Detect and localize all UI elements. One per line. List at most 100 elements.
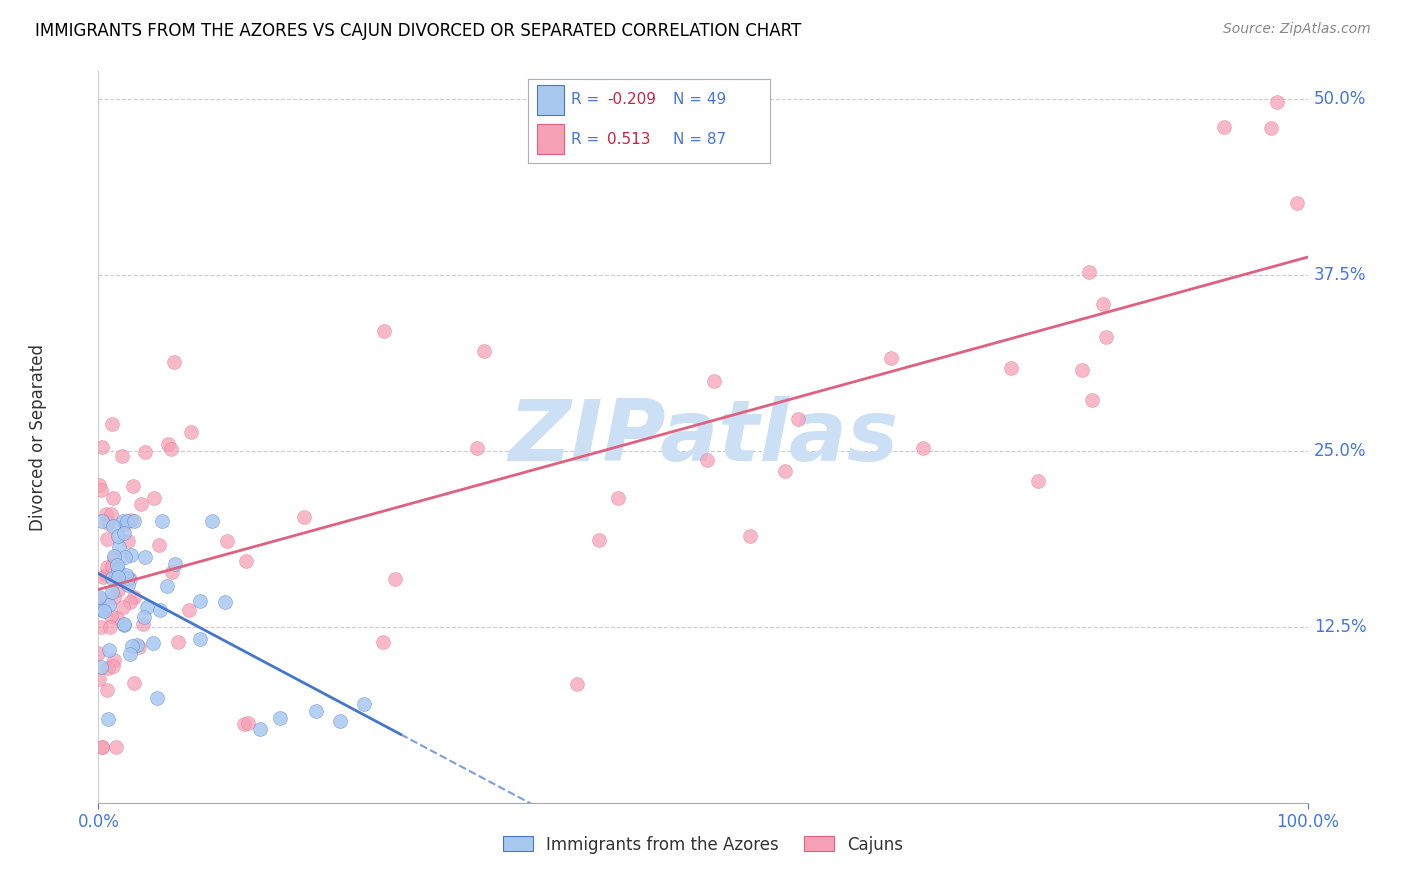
Point (134, 445, 156, 459)
Text: 37.5%: 37.5% (1313, 267, 1367, 285)
Point (96, 533, 118, 547)
Point (148, 538, 170, 552)
Point (97, 516, 120, 530)
Point (117, 571, 139, 585)
Point (89, 600, 111, 615)
Point (98, 643, 121, 657)
Point (120, 548, 142, 562)
Point (107, 570, 129, 584)
Point (134, 549, 156, 564)
Point (1081, 393, 1104, 408)
Point (114, 517, 136, 532)
Point (131, 616, 153, 631)
Point (152, 515, 174, 529)
Point (87, 647, 110, 661)
Point (100, 507, 122, 521)
Text: IMMIGRANTS FROM THE AZORES VS CAJUN DIVORCED OR SEPARATED CORRELATION CHART: IMMIGRANTS FROM THE AZORES VS CAJUN DIVO… (35, 22, 801, 40)
Point (96, 560, 118, 574)
Point (94, 567, 117, 582)
Point (787, 412, 810, 426)
Point (160, 442, 183, 456)
Point (1260, 120, 1282, 135)
Point (773, 464, 796, 478)
Point (103, 653, 125, 667)
Point (101, 659, 124, 673)
Point (738, 529, 761, 543)
Point (1285, 196, 1308, 211)
Point (90, 660, 112, 674)
Point (112, 617, 135, 632)
Point (101, 585, 124, 599)
Point (111, 449, 134, 463)
Point (103, 549, 125, 563)
Point (167, 635, 190, 649)
Legend: Immigrants from the Azores, Cajuns: Immigrants from the Azores, Cajuns (496, 829, 910, 860)
Point (238, 716, 260, 731)
Point (606, 491, 628, 505)
Point (353, 698, 375, 712)
Text: Source: ZipAtlas.com: Source: ZipAtlas.com (1223, 22, 1371, 37)
Point (103, 551, 125, 566)
Point (97, 599, 120, 613)
Point (269, 711, 291, 725)
Point (292, 510, 315, 524)
Point (249, 722, 271, 736)
Point (105, 610, 128, 624)
Point (305, 705, 328, 719)
Point (165, 557, 187, 571)
Point (100, 609, 122, 624)
Point (117, 533, 139, 548)
Point (105, 558, 128, 572)
Point (96, 507, 118, 521)
Point (93, 604, 115, 618)
Point (188, 632, 211, 646)
Point (122, 479, 145, 493)
Point (160, 565, 183, 579)
Point (100, 417, 122, 431)
Point (214, 595, 236, 609)
Point (110, 574, 132, 588)
Text: 50.0%: 50.0% (1313, 90, 1367, 109)
Point (472, 343, 495, 358)
Point (373, 324, 395, 338)
Point (188, 594, 211, 608)
Point (90, 440, 112, 454)
Point (146, 691, 169, 706)
Point (87, 478, 110, 492)
Point (103, 591, 125, 605)
Point (588, 533, 610, 548)
Point (121, 639, 143, 653)
Point (89, 672, 111, 686)
Point (90, 620, 112, 634)
Point (124, 515, 146, 529)
Point (89, 591, 111, 605)
Point (128, 640, 150, 654)
Point (90, 603, 112, 617)
Point (880, 351, 903, 366)
Point (127, 638, 149, 652)
Point (87, 592, 110, 607)
Point (156, 579, 179, 593)
Point (1000, 360, 1022, 375)
Point (97, 712, 120, 726)
Point (135, 600, 157, 615)
Point (111, 515, 134, 529)
Point (1077, 265, 1099, 279)
Point (157, 437, 180, 451)
Point (1026, 475, 1049, 489)
Point (91, 739, 114, 754)
Point (384, 572, 406, 586)
Text: 12.5%: 12.5% (1313, 618, 1367, 636)
Point (1071, 363, 1094, 377)
Point (235, 554, 257, 568)
Point (703, 375, 725, 389)
Point (107, 529, 129, 543)
Point (100, 571, 122, 585)
Point (120, 595, 142, 609)
Point (91, 739, 114, 754)
Point (96, 683, 118, 698)
Text: ZIPatlas: ZIPatlas (508, 395, 898, 479)
Point (105, 739, 128, 754)
Point (90, 483, 112, 497)
Point (98, 620, 121, 634)
